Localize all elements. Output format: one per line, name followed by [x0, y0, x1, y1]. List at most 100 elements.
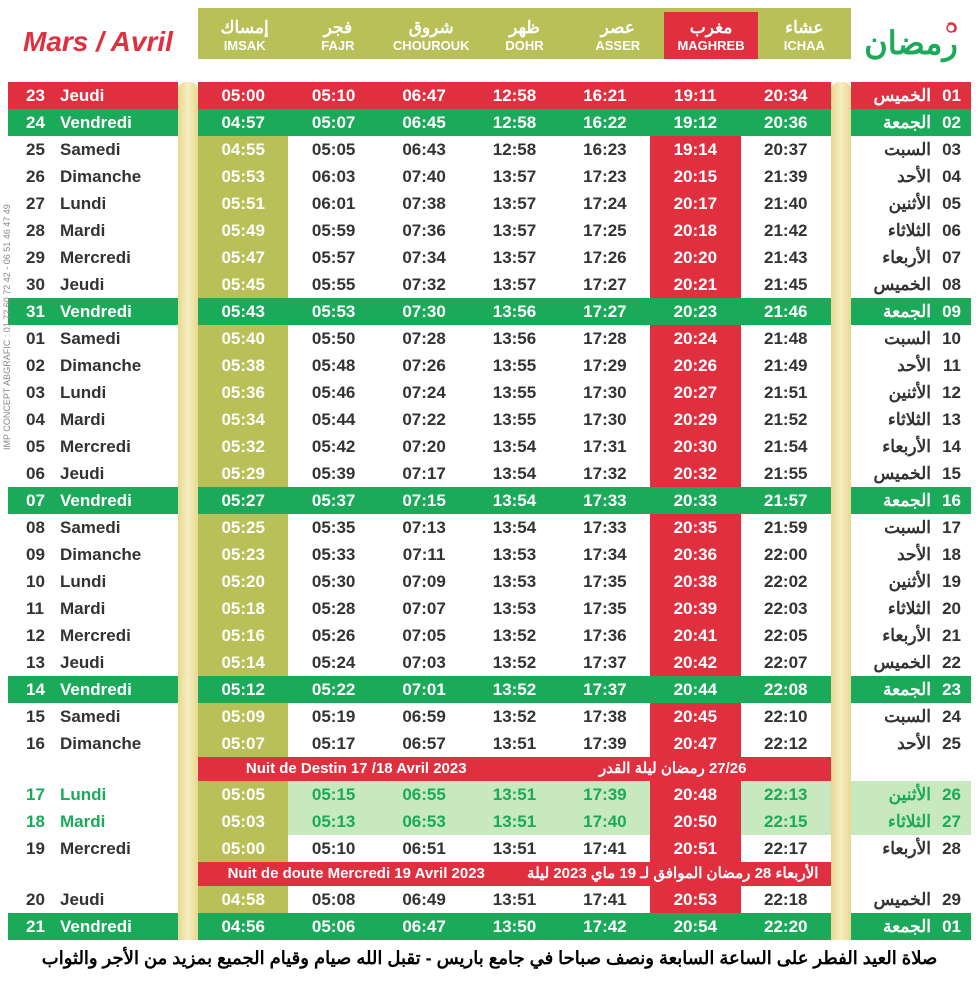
time-ichaa: 22:13 [741, 781, 831, 808]
time-dohr: 12:58 [469, 82, 559, 109]
time-chourouk: 07:11 [379, 541, 469, 568]
time-imsak: 05:51 [198, 190, 288, 217]
time-imsak: 05:49 [198, 217, 288, 244]
time-row: 05:4705:5707:3413:5717:2620:2021:43 [198, 244, 831, 271]
time-asser: 17:38 [560, 703, 650, 730]
date-row-left: 14Vendredi [8, 676, 178, 703]
time-fajr: 05:19 [288, 703, 378, 730]
date-row-right: الأحد04 [851, 163, 971, 190]
prayer-header-fajr: فجرFAJR [291, 12, 384, 59]
time-row: 05:2505:3507:1313:5417:3320:3521:59 [198, 514, 831, 541]
date-row-right: الثلاثاء13 [851, 406, 971, 433]
time-fajr: 05:33 [288, 541, 378, 568]
note-row: Nuit de doute Mercredi 19 Avril 2023الأر… [198, 862, 831, 886]
time-fajr: 05:42 [288, 433, 378, 460]
time-maghreb: 19:11 [650, 82, 740, 109]
date-row-right: الأحد11 [851, 352, 971, 379]
date-row-left: 06Jeudi [8, 460, 178, 487]
time-row: 04:5705:0706:4512:5816:2219:1220:36 [198, 109, 831, 136]
time-imsak: 05:29 [198, 460, 288, 487]
time-asser: 17:37 [560, 649, 650, 676]
time-fajr: 05:55 [288, 271, 378, 298]
time-chourouk: 07:15 [379, 487, 469, 514]
time-dohr: 13:53 [469, 541, 559, 568]
time-dohr: 13:53 [469, 595, 559, 622]
time-ichaa: 22:08 [741, 676, 831, 703]
time-dohr: 13:54 [469, 433, 559, 460]
time-maghreb: 20:54 [650, 913, 740, 940]
prayer-header-imsak: إمساكIMSAK [198, 12, 291, 59]
time-ichaa: 21:51 [741, 379, 831, 406]
time-row: 05:4005:5007:2813:5617:2820:2421:48 [198, 325, 831, 352]
time-fajr: 05:24 [288, 649, 378, 676]
time-dohr: 13:52 [469, 676, 559, 703]
body-area: 23Jeudi24Vendredi25Samedi26Dimanche27Lun… [8, 82, 971, 940]
time-imsak: 05:45 [198, 271, 288, 298]
date-row-left: 28Mardi [8, 217, 178, 244]
time-ichaa: 22:07 [741, 649, 831, 676]
date-row-left: 21Vendredi [8, 913, 178, 940]
right-dates-column: الخميس01الجمعة02السبت03الأحد04الأثنين05ا… [851, 82, 971, 940]
time-ichaa: 21:39 [741, 163, 831, 190]
time-chourouk: 07:13 [379, 514, 469, 541]
time-asser: 17:41 [560, 835, 650, 862]
time-ichaa: 21:55 [741, 460, 831, 487]
time-imsak: 05:53 [198, 163, 288, 190]
time-maghreb: 19:12 [650, 109, 740, 136]
date-row-left: 19Mercredi [8, 835, 178, 862]
time-imsak: 05:32 [198, 433, 288, 460]
prayer-header-chourouk: شروقCHOUROUK [385, 12, 478, 59]
time-imsak: 05:27 [198, 487, 288, 514]
time-dohr: 13:51 [469, 835, 559, 862]
time-asser: 17:30 [560, 406, 650, 433]
date-row-left: 16Dimanche [8, 730, 178, 757]
time-dohr: 13:55 [469, 379, 559, 406]
time-ichaa: 21:46 [741, 298, 831, 325]
date-row-left: 11Mardi [8, 595, 178, 622]
time-chourouk: 06:51 [379, 835, 469, 862]
time-maghreb: 20:53 [650, 886, 740, 913]
time-maghreb: 20:42 [650, 649, 740, 676]
time-ichaa: 21:52 [741, 406, 831, 433]
time-row: 05:3605:4607:2413:5517:3020:2721:51 [198, 379, 831, 406]
time-chourouk: 06:47 [379, 82, 469, 109]
time-row: 04:5805:0806:4913:5117:4120:5322:18 [198, 886, 831, 913]
time-ichaa: 22:18 [741, 886, 831, 913]
time-ichaa: 22:17 [741, 835, 831, 862]
time-imsak: 05:00 [198, 82, 288, 109]
time-asser: 17:31 [560, 433, 650, 460]
time-fajr: 05:05 [288, 136, 378, 163]
date-row-right: الأثنين12 [851, 379, 971, 406]
time-dohr: 13:55 [469, 406, 559, 433]
time-maghreb: 20:47 [650, 730, 740, 757]
ramadan-label: رمضان [851, 8, 971, 71]
time-maghreb: 20:35 [650, 514, 740, 541]
time-ichaa: 22:00 [741, 541, 831, 568]
time-imsak: 05:43 [198, 298, 288, 325]
time-ichaa: 21:43 [741, 244, 831, 271]
time-maghreb: 20:18 [650, 217, 740, 244]
time-fajr: 05:57 [288, 244, 378, 271]
time-maghreb: 20:33 [650, 487, 740, 514]
time-maghreb: 20:30 [650, 433, 740, 460]
time-maghreb: 20:24 [650, 325, 740, 352]
time-maghreb: 20:26 [650, 352, 740, 379]
time-fajr: 05:39 [288, 460, 378, 487]
time-imsak: 05:05 [198, 781, 288, 808]
time-dohr: 12:58 [469, 109, 559, 136]
time-dohr: 13:54 [469, 460, 559, 487]
time-row: 05:0505:1506:5513:5117:3920:4822:13 [198, 781, 831, 808]
time-chourouk: 06:45 [379, 109, 469, 136]
time-chourouk: 06:43 [379, 136, 469, 163]
time-dohr: 13:54 [469, 514, 559, 541]
time-asser: 17:32 [560, 460, 650, 487]
time-imsak: 05:47 [198, 244, 288, 271]
time-fajr: 05:53 [288, 298, 378, 325]
footer-text: صلاة العيد الفطر على الساعة السابعة ونصف… [8, 940, 971, 977]
time-maghreb: 20:21 [650, 271, 740, 298]
time-chourouk: 07:40 [379, 163, 469, 190]
date-row-right: الأربعاء21 [851, 622, 971, 649]
time-fajr: 05:07 [288, 109, 378, 136]
pillar-left [178, 82, 198, 940]
time-maghreb: 20:32 [650, 460, 740, 487]
